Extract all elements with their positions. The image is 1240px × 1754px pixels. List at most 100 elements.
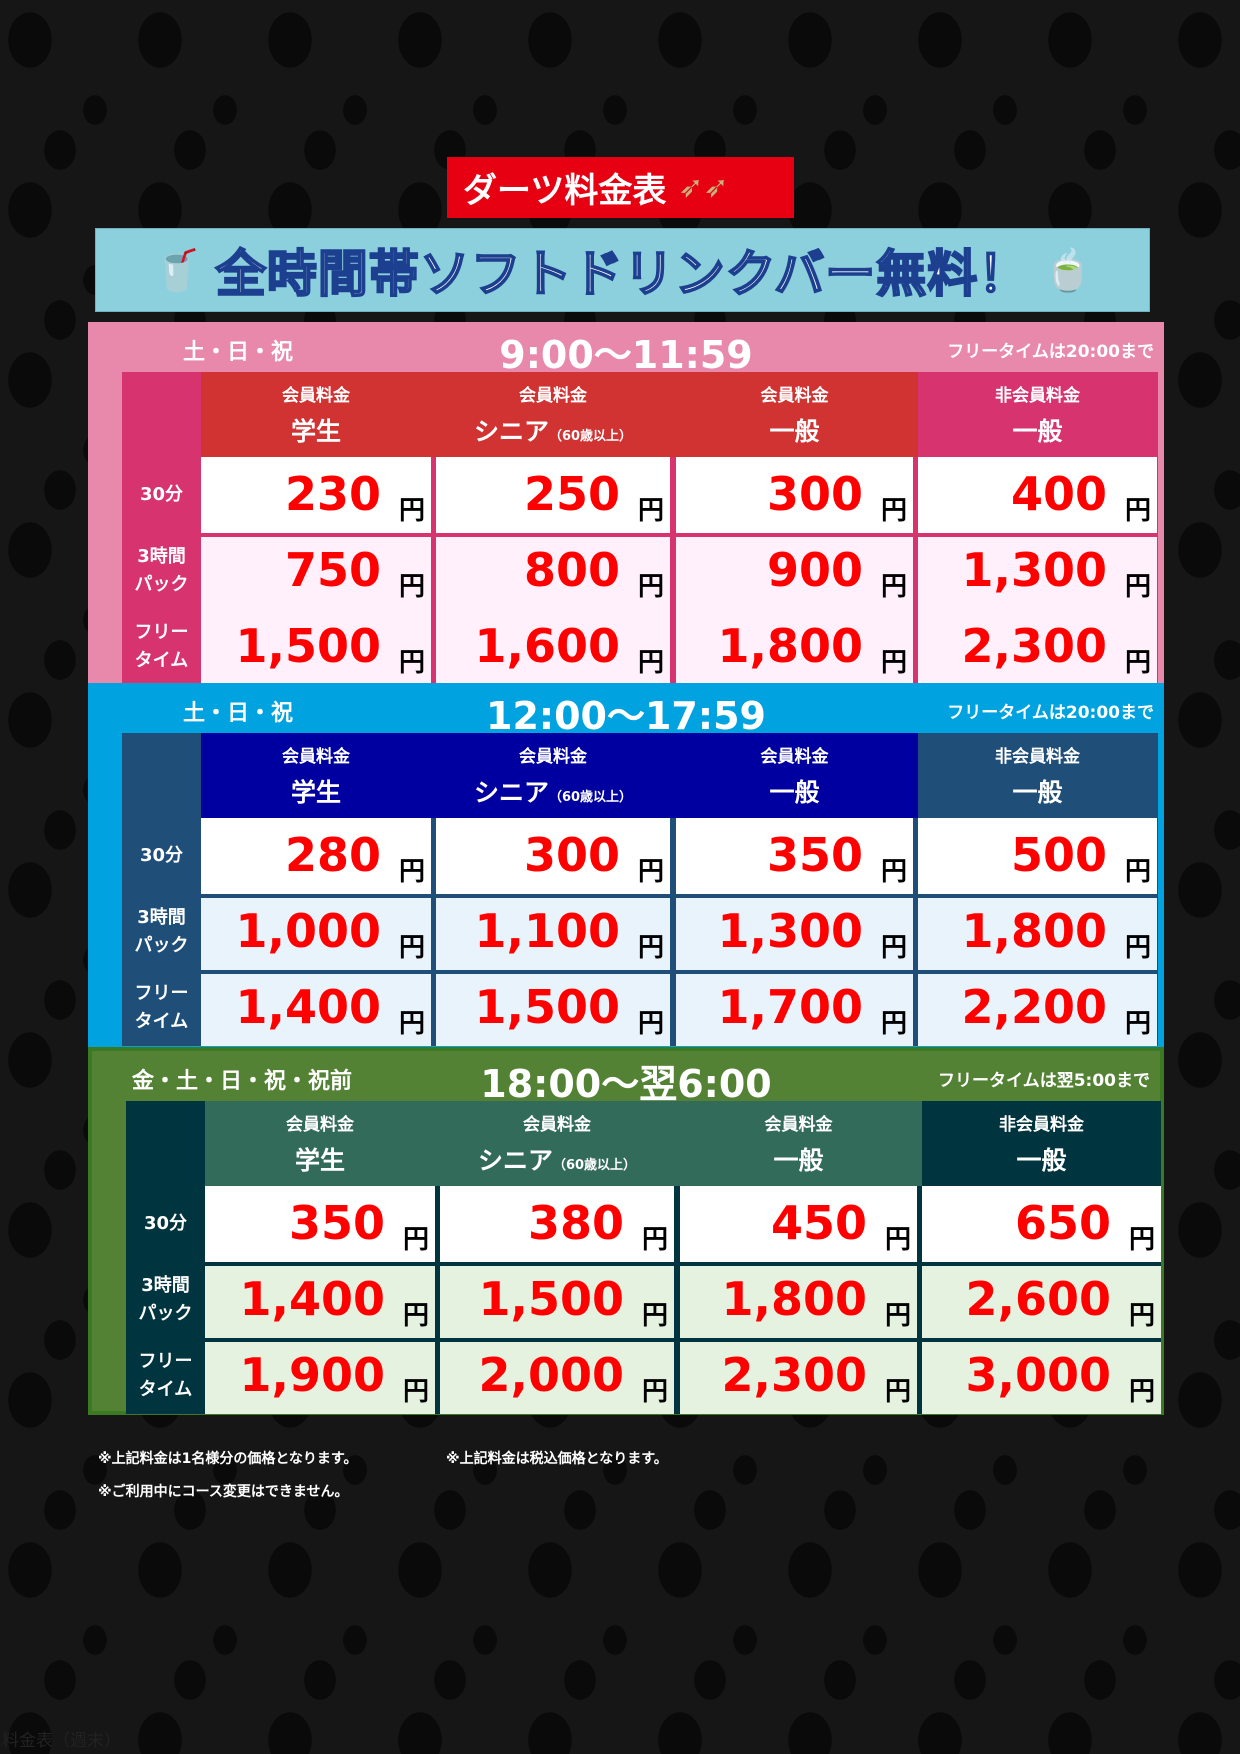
column-header: 会員料金 学生 <box>201 372 431 457</box>
column-divider <box>674 1262 680 1338</box>
column-divider <box>431 970 436 1046</box>
price-value: 500 <box>1010 828 1107 882</box>
price-value: 1,100 <box>474 904 620 958</box>
price-value: 900 <box>766 543 863 597</box>
price-cell: 1,900 円 <box>205 1338 435 1414</box>
price-value: 350 <box>288 1196 385 1250</box>
corner-cell <box>122 733 201 818</box>
yen-unit: 円 <box>641 1225 668 1255</box>
header-gap <box>431 733 436 818</box>
price-cell: 300 円 <box>676 457 913 533</box>
yen-unit: 円 <box>402 1225 429 1255</box>
yen-unit: 円 <box>637 1009 664 1039</box>
price-section: 金・土・日・祝・祝前 18:00〜翌6:00 フリータイムは翌5:00まで 会員… <box>88 1047 1164 1415</box>
price-cell: 750 円 <box>201 533 431 609</box>
column-divider <box>431 457 436 533</box>
row-label-line: フリー <box>134 983 189 1004</box>
price-cell: 500 円 <box>918 818 1157 894</box>
yen-unit: 円 <box>1128 1225 1155 1255</box>
note-no-course-change: ※ご利用中にコース変更はできません。 <box>98 1484 349 1500</box>
column-header: 会員料金 一般 <box>676 372 913 457</box>
column-header-category: 学生 <box>290 778 341 807</box>
yen-unit: 円 <box>884 1225 911 1255</box>
header-gap <box>670 733 676 818</box>
column-divider <box>917 1262 922 1338</box>
column-divider <box>670 894 676 970</box>
row-label-line: 30分 <box>139 845 184 866</box>
price-cell: 300 円 <box>436 818 670 894</box>
row-label: 3時間 パック <box>126 1262 205 1338</box>
price-cell: 1,500 円 <box>436 970 670 1046</box>
yen-unit: 円 <box>880 1009 907 1039</box>
note-per-person: ※上記料金は1名様分の価格となります。 <box>98 1451 358 1467</box>
column-header-type: 非会員料金 <box>995 747 1080 767</box>
column-divider <box>917 1338 922 1414</box>
section-days: 土・日・祝 <box>182 701 293 726</box>
column-divider <box>913 533 918 609</box>
column-header: 非会員料金 一般 <box>922 1101 1161 1186</box>
price-cell: 350 円 <box>676 818 913 894</box>
price-value: 2,300 <box>961 619 1107 673</box>
section-header: 土・日・祝 12:00〜17:59 フリータイムは20:00まで <box>88 683 1164 738</box>
header-gap <box>431 372 436 457</box>
price-cell: 1,100 円 <box>436 894 670 970</box>
column-divider <box>670 533 676 609</box>
row-label: 30分 <box>126 1186 205 1262</box>
price-cell: 2,000 円 <box>440 1338 674 1414</box>
yen-unit: 円 <box>398 648 425 678</box>
yen-unit: 円 <box>637 572 664 602</box>
price-value: 800 <box>523 543 620 597</box>
yen-unit: 円 <box>637 857 664 887</box>
column-header-type: 会員料金 <box>760 747 829 767</box>
column-header-category: 一般 <box>773 1146 824 1175</box>
column-header-category: シニア <box>477 1146 553 1175</box>
price-value: 2,000 <box>478 1348 624 1402</box>
column-header-type: 会員料金 <box>282 386 350 406</box>
row-label-line: 30分 <box>143 1213 188 1234</box>
price-cell: 350 円 <box>205 1186 435 1262</box>
price-value: 400 <box>1010 467 1107 521</box>
yen-unit: 円 <box>1124 572 1151 602</box>
price-cell: 400 円 <box>918 457 1157 533</box>
row-label-line: タイム <box>134 650 189 671</box>
price-value: 650 <box>1014 1196 1111 1250</box>
price-value: 1,900 <box>239 1348 385 1402</box>
price-value: 1,800 <box>961 904 1107 958</box>
row-label: 3時間 パック <box>122 533 201 609</box>
price-table: 会員料金 学生 会員料金 シニア（60歳以上） 会員料金 一般 非会員料金 一般… <box>122 372 1158 685</box>
price-value: 1,500 <box>474 980 620 1034</box>
price-value: 1,700 <box>717 980 863 1034</box>
price-value: 2,300 <box>721 1348 867 1402</box>
price-table: 会員料金 学生 会員料金 シニア（60歳以上） 会員料金 一般 非会員料金 一般… <box>126 1101 1161 1414</box>
column-header-category: 学生 <box>294 1146 345 1175</box>
title-text: ダーツ料金表 <box>463 171 667 211</box>
row-label-line: パック <box>138 1303 193 1324</box>
yen-unit: 円 <box>637 648 664 678</box>
yen-unit: 円 <box>880 496 907 526</box>
price-cell: 1,600 円 <box>436 609 670 685</box>
row-label-line: フリー <box>138 1351 193 1372</box>
price-value: 1,800 <box>717 619 863 673</box>
column-divider <box>431 818 436 894</box>
section-header: 金・土・日・祝・祝前 18:00〜翌6:00 フリータイムは翌5:00まで <box>92 1051 1160 1106</box>
yen-unit: 円 <box>1128 1301 1155 1331</box>
row-label: 30分 <box>122 457 201 533</box>
yen-unit: 円 <box>1124 857 1151 887</box>
price-cell: 1,800 円 <box>680 1262 917 1338</box>
yen-unit: 円 <box>884 1377 911 1407</box>
column-header-type: 会員料金 <box>764 1115 833 1135</box>
yen-unit: 円 <box>398 1009 425 1039</box>
yen-unit: 円 <box>880 933 907 963</box>
iced-drink-icon: 🥤 <box>151 247 202 294</box>
price-value: 450 <box>770 1196 867 1250</box>
column-header: 会員料金 学生 <box>201 733 431 818</box>
price-value: 230 <box>284 467 381 521</box>
column-header-category: 一般 <box>769 778 820 807</box>
row-label: 3時間 パック <box>122 894 201 970</box>
column-header-type: 会員料金 <box>519 747 587 767</box>
column-divider <box>670 609 676 685</box>
corner-cell <box>126 1101 205 1186</box>
column-divider <box>670 970 676 1046</box>
column-header-category: シニア <box>473 778 549 807</box>
price-cell: 2,300 円 <box>680 1338 917 1414</box>
